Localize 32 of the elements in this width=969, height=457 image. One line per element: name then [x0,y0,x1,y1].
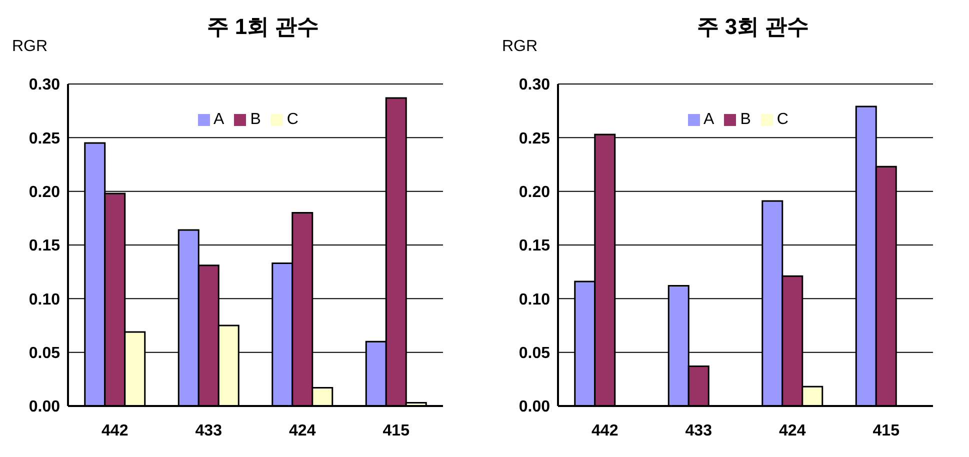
x-tick-label: 415 [872,422,900,440]
x-tick-label: 433 [195,422,222,440]
x-tick-label: 424 [779,422,806,440]
y-tick-label: 0.00 [518,398,550,416]
y-tick-label: 0.05 [28,345,60,362]
y-tick-label: 0.15 [28,238,60,255]
chart-title: 주 1회 관수 [206,13,320,41]
chart-title: 주 3회 관수 [696,13,810,41]
x-tick-label: 433 [685,422,712,440]
y-tick-label: 0.20 [28,184,60,202]
y-tick-label: 0.20 [518,184,550,202]
y-tick-label: 0.00 [28,398,60,416]
legend-label: C [286,111,298,128]
y-tick-label: 0.25 [518,130,550,148]
y-axis-title: RGR [12,38,48,56]
x-tick-label: 442 [102,422,128,440]
legend-label: A [214,111,224,128]
x-tick-label: 415 [382,422,410,440]
y-axis-title: RGR [502,38,538,56]
y-tick-label: 0.05 [518,345,550,362]
y-tick-label: 0.15 [518,238,550,255]
x-tick-label: 424 [289,422,316,440]
x-tick-label: 442 [592,422,618,440]
legend-label: B [740,111,751,128]
y-tick-label: 0.10 [28,291,60,308]
legend-label: B [250,111,261,128]
y-tick-label: 0.30 [28,76,60,94]
y-tick-label: 0.30 [518,76,550,94]
legend-label: A [704,111,714,128]
y-tick-label: 0.10 [518,291,550,308]
legend-label: C [776,111,788,128]
y-tick-label: 0.25 [28,130,60,148]
